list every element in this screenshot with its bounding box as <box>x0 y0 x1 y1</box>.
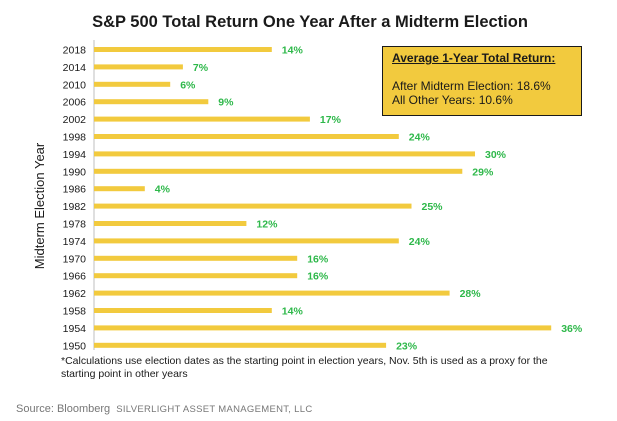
y-tick-label: 1998 <box>63 132 87 144</box>
y-tick-label: 1986 <box>63 184 87 196</box>
data-label-1978: 12% <box>256 219 278 231</box>
callout-midterm-average: After Midterm Election: 18.6% <box>392 79 551 93</box>
data-label-1966: 16% <box>307 271 329 283</box>
bar-chart: S&P 500 Total Return One Year After a Mi… <box>32 13 583 353</box>
bars-group: 2018 14% 2014 7% 2010 6% 2006 9% 2002 17% 1998 24% 1… <box>63 45 583 353</box>
callout-other-years-average: All Other Years: 10.6% <box>392 93 513 107</box>
bar-1958 <box>94 308 272 313</box>
data-label-1958: 14% <box>282 306 304 318</box>
bar-1974 <box>94 238 399 244</box>
y-tick-label: 2014 <box>63 62 87 74</box>
data-label-1990: 29% <box>472 166 494 178</box>
chart-title: S&P 500 Total Return One Year After a Mi… <box>92 13 528 31</box>
bar-1950 <box>94 342 387 348</box>
bar-1998 <box>94 134 399 139</box>
y-tick-label: 1990 <box>63 166 87 178</box>
y-tick-label: 2018 <box>63 45 87 57</box>
y-tick-label: 1962 <box>63 288 87 300</box>
y-tick-label: 1958 <box>63 306 87 318</box>
y-tick-label: 2002 <box>63 114 87 126</box>
y-tick-label: 1974 <box>63 236 87 248</box>
bar-2006 <box>94 99 209 105</box>
bar-1982 <box>94 203 412 209</box>
bar-1990 <box>94 168 463 174</box>
data-label-1950: 23% <box>396 340 418 352</box>
data-label-1954: 36% <box>561 323 583 335</box>
data-label-2010: 6% <box>180 79 196 91</box>
y-tick-label: 1982 <box>63 201 87 213</box>
y-axis-label: Midterm Election Year <box>32 142 47 269</box>
callout-spacer <box>392 65 572 79</box>
data-label-1998: 24% <box>409 132 431 144</box>
data-label-1982: 25% <box>422 201 444 213</box>
bar-1954 <box>94 325 552 331</box>
y-tick-label: 1978 <box>63 219 87 231</box>
data-label-1962: 28% <box>460 288 482 300</box>
y-tick-label: 1970 <box>63 253 87 265</box>
data-label-2006: 9% <box>218 97 234 109</box>
source-company: SILVERLIGHT ASSET MANAGEMENT, LLC <box>116 404 313 415</box>
data-label-1974: 24% <box>409 236 431 248</box>
data-label-1986: 4% <box>155 184 171 196</box>
callout-heading: Average 1-Year Total Return: <box>392 51 556 65</box>
y-tick-label: 1954 <box>63 323 87 335</box>
average-return-callout: Average 1-Year Total Return: After Midte… <box>382 46 582 116</box>
bar-1962 <box>94 290 450 296</box>
y-tick-label: 2006 <box>63 97 87 109</box>
bar-1978 <box>94 221 247 226</box>
chart-frame: S&P 500 Total Return One Year After a Mi… <box>32 13 583 380</box>
bar-2010 <box>94 81 171 87</box>
bar-1986 <box>94 186 145 192</box>
bar-2018 <box>94 47 272 52</box>
y-tick-label: 1994 <box>63 149 87 161</box>
data-label-2018: 14% <box>282 45 304 57</box>
source-caption: Source: Bloomberg SILVERLIGHT ASSET MANA… <box>16 403 313 415</box>
bar-1970 <box>94 255 298 261</box>
bar-2014 <box>94 64 183 70</box>
source-prefix: Source: Bloomberg <box>16 403 111 415</box>
bar-1966 <box>94 273 298 279</box>
footnote: *Calculations use election dates as the … <box>61 355 548 380</box>
data-label-1994: 30% <box>485 149 507 161</box>
y-tick-label: 1966 <box>63 271 87 283</box>
bar-2002 <box>94 116 310 122</box>
y-tick-label: 1950 <box>63 340 87 352</box>
y-tick-label: 2010 <box>63 79 87 91</box>
data-label-2014: 7% <box>193 62 209 74</box>
data-label-1970: 16% <box>307 253 329 265</box>
data-label-2002: 17% <box>320 114 342 126</box>
bar-1994 <box>94 151 475 157</box>
